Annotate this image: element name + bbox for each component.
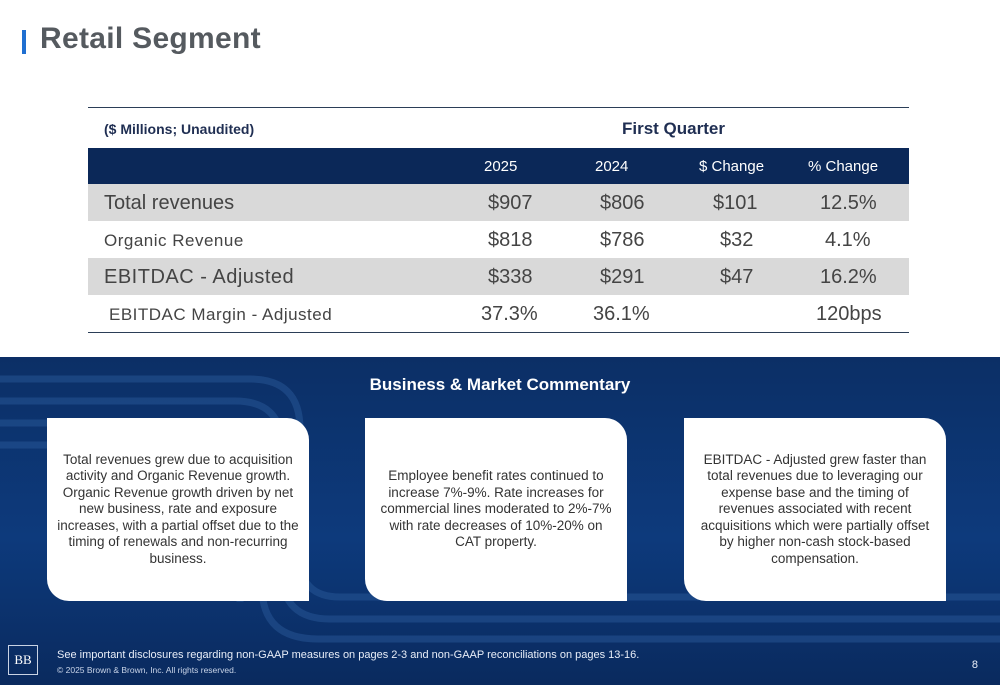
cell-2024: $786 — [600, 229, 645, 251]
table-header-row: ($ Millions; Unaudited) First Quarter — [88, 108, 909, 148]
commentary-card-rates: Employee benefit rates continued to incr… — [365, 418, 627, 601]
row-label: EBITDAC Margin - Adjusted — [109, 305, 333, 324]
column-header-dollar-change: $ Change — [699, 158, 765, 175]
cell-dollar-change: $32 — [720, 229, 754, 251]
commentary-title: Business & Market Commentary — [369, 375, 631, 394]
column-header-pct-change: % Change — [808, 158, 879, 175]
cell-2025: $338 — [488, 266, 533, 288]
cell-pct-change: 16.2% — [820, 266, 877, 288]
company-logo: BB — [8, 645, 38, 675]
column-header-row: 2025 2024 $ Change % Change — [88, 148, 909, 184]
financial-table: ($ Millions; Unaudited) First Quarter 20… — [88, 107, 909, 333]
copyright-text: © 2025 Brown & Brown, Inc. All rights re… — [57, 665, 237, 675]
disclosure-text: See important disclosures regarding non-… — [57, 649, 640, 661]
cell-pct-change: 12.5% — [820, 192, 877, 214]
cell-2024: $806 — [600, 192, 645, 214]
page-number: 8 — [971, 659, 978, 671]
row-label: Organic Revenue — [104, 231, 244, 250]
cell-2024: $291 — [600, 266, 645, 288]
period-label: First Quarter — [622, 119, 725, 138]
column-header-2024: 2024 — [595, 158, 629, 175]
column-header-2025: 2025 — [484, 158, 518, 175]
page-title: Retail Segment — [40, 22, 261, 55]
table-top-rule — [88, 107, 909, 108]
cell-2025: 37.3% — [481, 303, 538, 325]
table-row-ebitdac-adjusted: EBITDAC - Adjusted $338 $291 $47 16.2% — [88, 258, 909, 295]
cell-pct-change: 4.1% — [825, 229, 871, 251]
title-accent-bar — [22, 30, 26, 54]
table-row-total-revenues: Total revenues $907 $806 $101 12.5% — [88, 184, 909, 221]
units-label: ($ Millions; Unaudited) — [104, 121, 255, 137]
card-text: Employee benefit rates continued to incr… — [380, 468, 612, 550]
commentary-band: Business & Market Commentary Total reven… — [0, 357, 1000, 685]
table-row-ebitdac-margin: EBITDAC Margin - Adjusted 37.3% 36.1% 12… — [88, 295, 909, 332]
card-text: Total revenues grew due to acquisition a… — [57, 451, 299, 566]
row-label: Total revenues — [104, 192, 235, 214]
cell-dollar-change: $101 — [713, 192, 758, 214]
cell-dollar-change: $47 — [720, 266, 754, 288]
row-label: EBITDAC - Adjusted — [104, 266, 295, 288]
cell-2024: 36.1% — [593, 303, 650, 325]
cell-2025: $818 — [488, 229, 533, 251]
table-bottom-rule — [88, 332, 909, 333]
card-text: EBITDAC - Adjusted grew faster than tota… — [700, 451, 930, 566]
cell-pct-change: 120bps — [816, 303, 882, 325]
commentary-card-ebitdac: EBITDAC - Adjusted grew faster than tota… — [684, 418, 946, 601]
commentary-card-revenue: Total revenues grew due to acquisition a… — [47, 418, 309, 601]
table-row-organic-revenue: Organic Revenue $818 $786 $32 4.1% — [88, 221, 909, 258]
cell-2025: $907 — [488, 192, 533, 214]
